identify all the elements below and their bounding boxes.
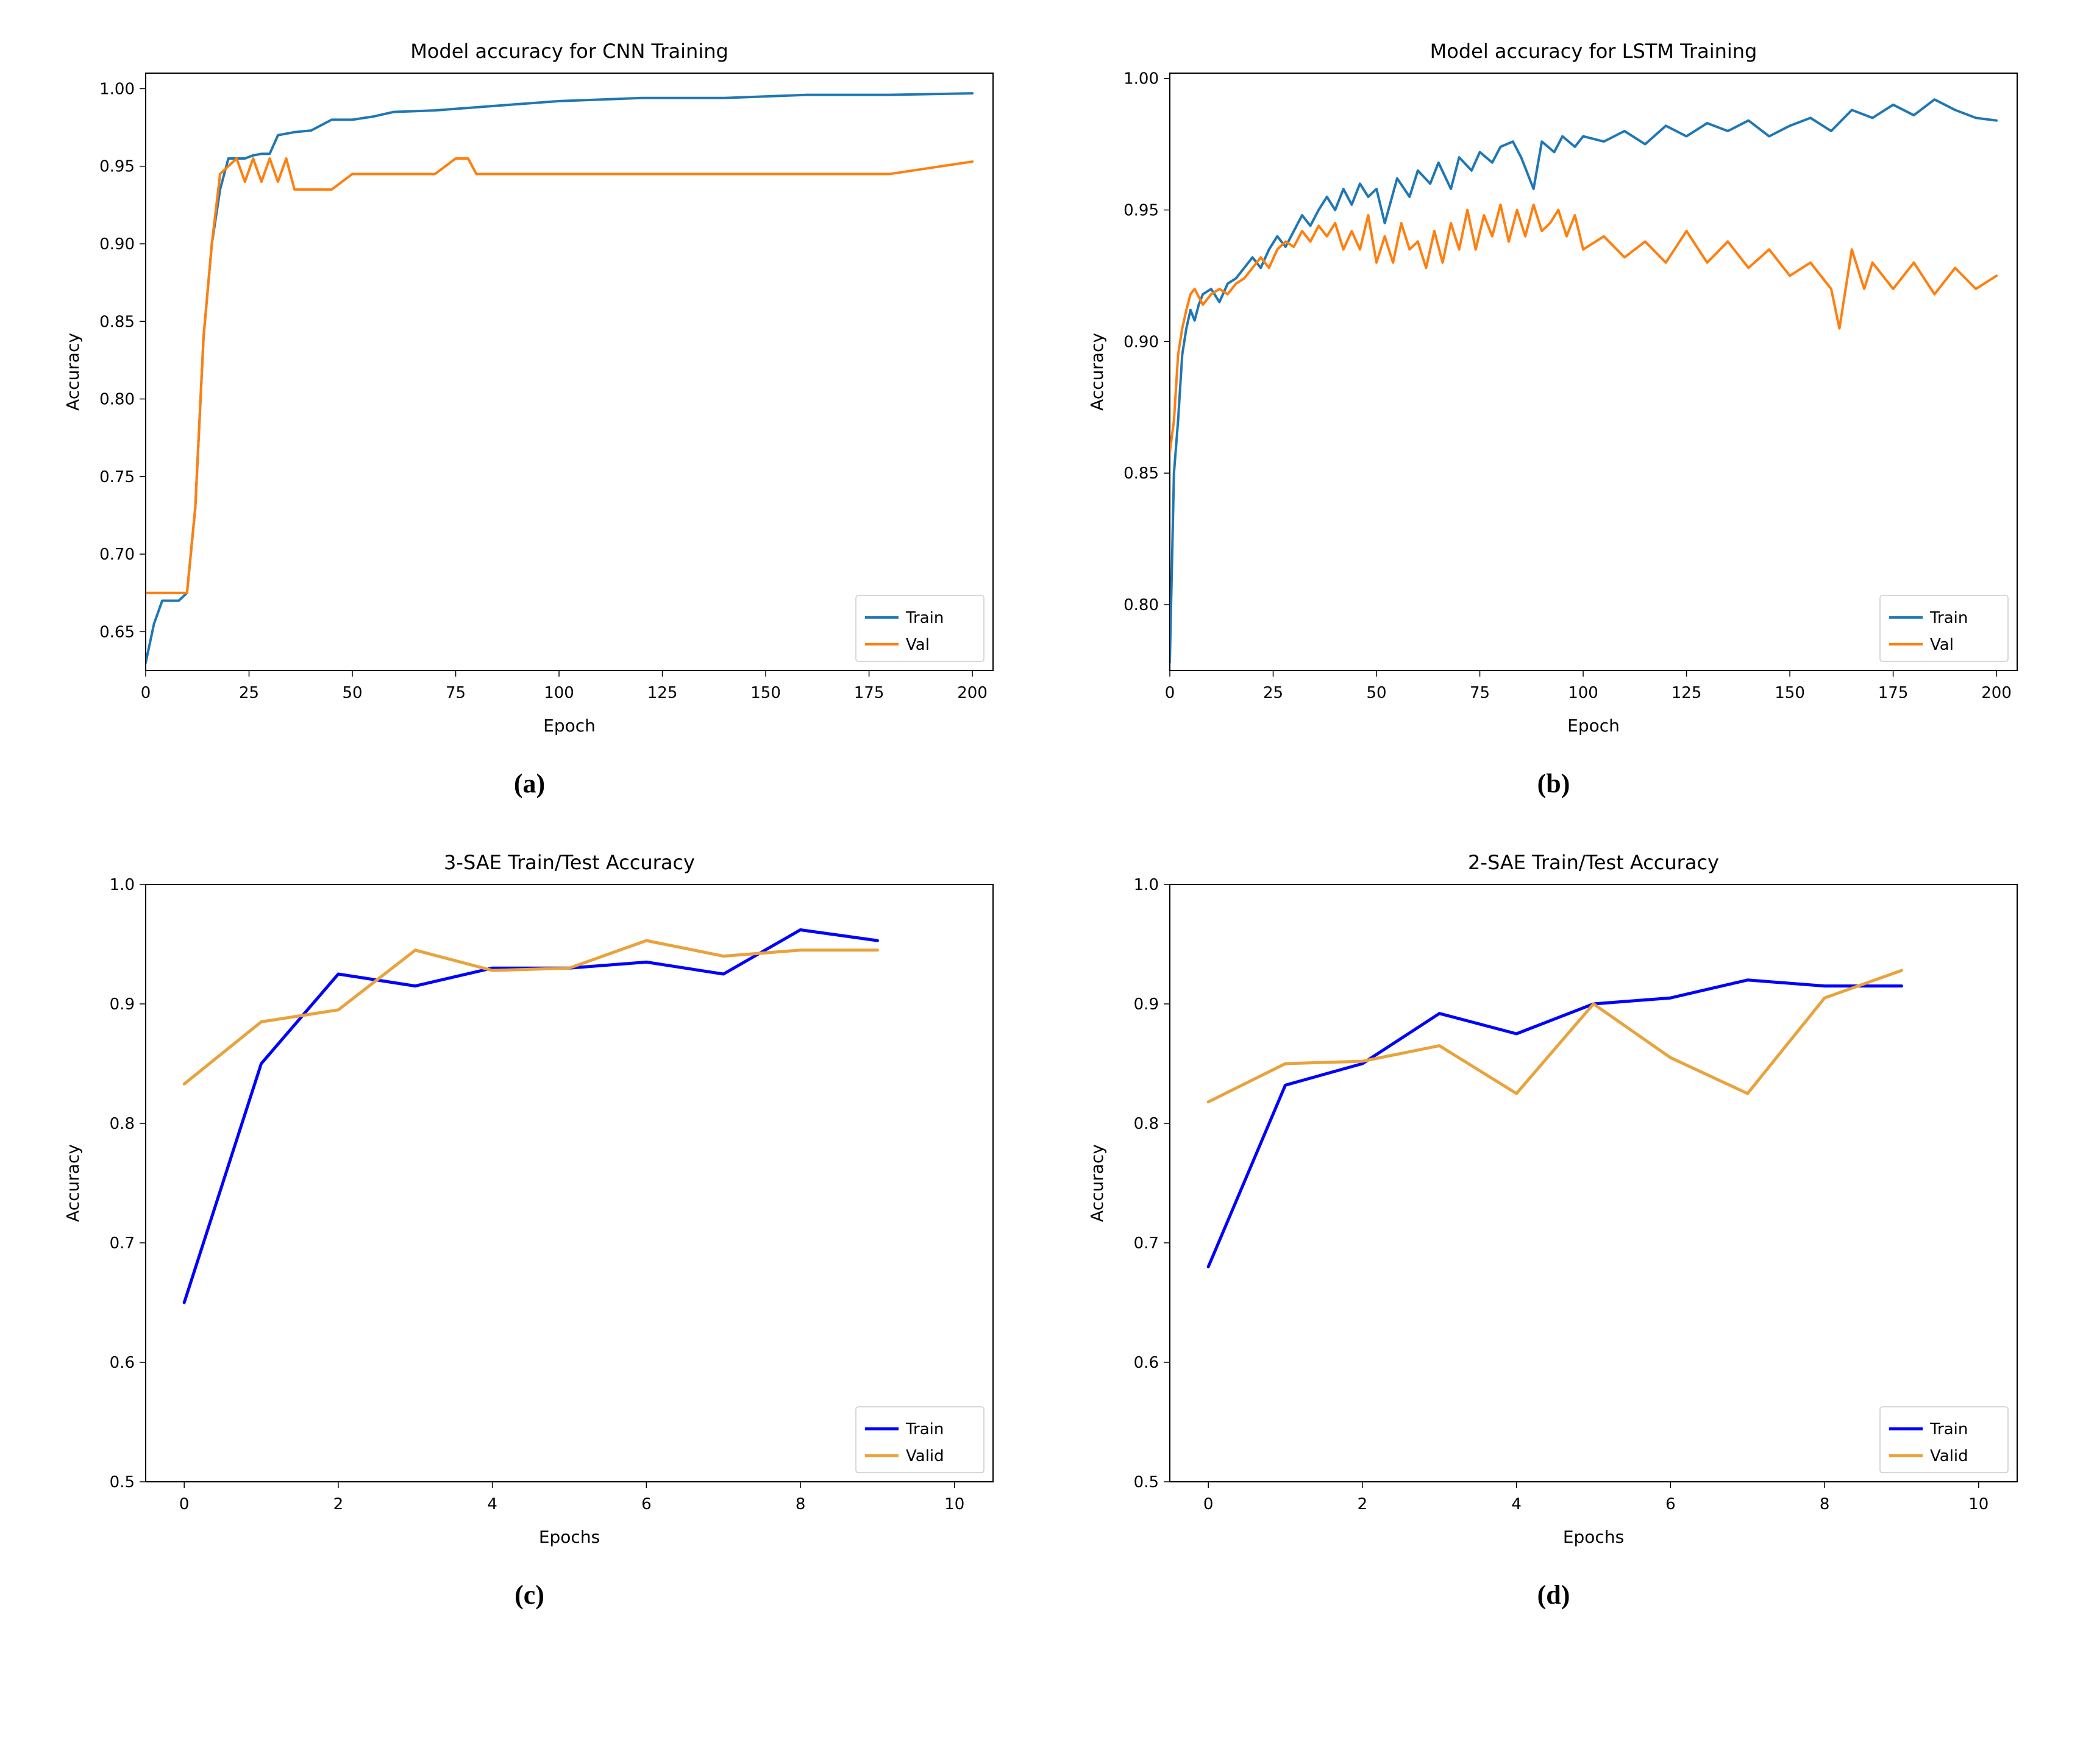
panel-label: (a) — [514, 768, 545, 799]
x-tick-label: 150 — [750, 684, 781, 702]
y-tick-label: 1.0 — [1133, 876, 1158, 894]
x-tick-label: 175 — [853, 684, 884, 702]
panel-a: 0 25 50 75 100 125 150 175 200 0.65 0.70 0.75 0.80 0.… — [36, 24, 1024, 799]
y-tick-label: 0.70 — [99, 546, 135, 564]
y-tick-label: 0.80 — [1123, 596, 1159, 614]
y-axis-label: Accuracy — [1087, 333, 1107, 411]
y-axis-label: Accuracy — [63, 1144, 83, 1222]
panel-label: (c) — [515, 1579, 544, 1610]
y-tick-label: 0.6 — [109, 1354, 134, 1372]
x-tick-label: 10 — [944, 1495, 964, 1513]
x-tick-label: 50 — [1366, 684, 1386, 702]
x-tick-label: 125 — [647, 684, 677, 702]
x-tick-label: 2 — [1357, 1495, 1367, 1513]
y-axis-label: Accuracy — [1087, 1144, 1107, 1222]
y-tick-label: 1.0 — [109, 876, 134, 894]
plot-area — [146, 884, 993, 1482]
y-tick-label: 0.95 — [1123, 201, 1159, 219]
chart-title: 2-SAE Train/Test Accuracy — [1468, 851, 1719, 874]
x-tick-label: 50 — [342, 684, 362, 702]
x-tick-label: 8 — [795, 1495, 805, 1513]
x-tick-label: 75 — [445, 684, 465, 702]
y-axis-label: Accuracy — [63, 333, 83, 411]
y-tick-label: 0.5 — [109, 1473, 134, 1492]
legend-label: Train — [905, 609, 944, 627]
legend-label: Train — [905, 1420, 944, 1439]
x-axis-label: Epoch — [1567, 716, 1620, 736]
x-tick-label: 100 — [1568, 684, 1598, 702]
x-tick-label: 75 — [1469, 684, 1489, 702]
y-tick-label: 0.9 — [109, 995, 134, 1014]
y-tick-label: 0.95 — [99, 158, 135, 176]
x-tick-label: 8 — [1819, 1495, 1829, 1513]
x-tick-label: 0 — [1203, 1495, 1213, 1513]
y-tick-label: 0.7 — [109, 1234, 134, 1253]
x-tick-label: 10 — [1968, 1495, 1989, 1513]
y-tick-label: 1.00 — [1123, 70, 1159, 88]
plot-area — [146, 73, 993, 670]
series-val — [146, 158, 972, 593]
x-tick-label: 0 — [140, 684, 151, 702]
y-tick-label: 0.80 — [99, 391, 135, 409]
y-tick-label: 0.65 — [99, 623, 135, 641]
panel-label: (d) — [1537, 1579, 1570, 1610]
legend-label: Train — [1929, 1420, 1968, 1439]
x-tick-label: 25 — [238, 684, 258, 702]
series-train — [146, 93, 972, 663]
x-tick-label: 0 — [179, 1495, 189, 1513]
x-axis-label: Epochs — [538, 1527, 599, 1547]
chart-a: 0 25 50 75 100 125 150 175 200 0.65 0.70 0.75 0.80 0.… — [42, 24, 1017, 756]
chart-d: 0 2 4 6 8 10 0.5 0.6 0.7 0.8 0.9 1.0 2-SAE Train/Tes… — [1066, 836, 2042, 1567]
series-valid — [1208, 970, 1901, 1102]
x-tick-label: 6 — [1665, 1495, 1676, 1513]
y-tick-label: 0.9 — [1133, 995, 1158, 1014]
panel-d: 0 2 4 6 8 10 0.5 0.6 0.7 0.8 0.9 1.0 2-SAE Train/Tes… — [1060, 836, 2048, 1610]
panel-label: (b) — [1537, 768, 1570, 799]
y-tick-label: 0.8 — [109, 1115, 134, 1133]
x-axis-label: Epochs — [1562, 1527, 1623, 1547]
x-tick-label: 6 — [641, 1495, 652, 1513]
panel-c: 0 2 4 6 8 10 0.5 0.6 0.7 0.8 0.9 1.0 3-SAE Train/Tes… — [36, 836, 1024, 1610]
x-tick-label: 150 — [1775, 684, 1805, 702]
x-tick-label: 175 — [1878, 684, 1908, 702]
x-axis-label: Epoch — [543, 716, 596, 736]
series-train — [1170, 99, 1996, 663]
plot-area — [1170, 73, 2017, 670]
series-valid — [184, 941, 877, 1084]
y-tick-label: 0.6 — [1133, 1354, 1158, 1372]
x-tick-label: 200 — [1981, 684, 2012, 702]
x-tick-label: 100 — [544, 684, 574, 702]
y-tick-label: 0.7 — [1133, 1234, 1158, 1253]
x-tick-label: 25 — [1262, 684, 1283, 702]
series-train — [184, 930, 877, 1303]
legend-label: Train — [1929, 609, 1968, 627]
series-train — [1208, 980, 1901, 1267]
y-tick-label: 0.90 — [99, 235, 135, 254]
legend-label: Val — [906, 636, 930, 654]
y-tick-label: 0.75 — [99, 468, 135, 486]
x-tick-label: 200 — [957, 684, 988, 702]
panel-b: 0 25 50 75 100 125 150 175 200 0.80 0.85 0.90 0.95 1.… — [1060, 24, 2048, 799]
x-tick-label: 125 — [1671, 684, 1701, 702]
legend-label: Valid — [906, 1447, 944, 1465]
y-tick-label: 0.5 — [1133, 1473, 1158, 1492]
y-tick-label: 0.90 — [1123, 333, 1159, 351]
chart-title: Model accuracy for CNN Training — [410, 40, 728, 63]
x-tick-label: 4 — [1511, 1495, 1522, 1513]
x-tick-label: 2 — [333, 1495, 343, 1513]
series-val — [1170, 205, 1996, 452]
chart-title: 3-SAE Train/Test Accuracy — [444, 851, 695, 874]
chart-c: 0 2 4 6 8 10 0.5 0.6 0.7 0.8 0.9 1.0 3-SAE Train/Tes… — [42, 836, 1017, 1567]
x-tick-label: 4 — [487, 1495, 497, 1513]
legend-label: Valid — [1930, 1447, 1968, 1465]
legend-label: Val — [1930, 636, 1954, 654]
y-tick-label: 1.00 — [99, 80, 135, 98]
x-tick-label: 0 — [1164, 684, 1175, 702]
chart-b: 0 25 50 75 100 125 150 175 200 0.80 0.85 0.90 0.95 1.… — [1066, 24, 2042, 756]
y-tick-label: 0.8 — [1133, 1115, 1158, 1133]
y-tick-label: 0.85 — [99, 313, 135, 331]
chart-title: Model accuracy for LSTM Training — [1430, 40, 1757, 63]
y-tick-label: 0.85 — [1123, 464, 1159, 483]
